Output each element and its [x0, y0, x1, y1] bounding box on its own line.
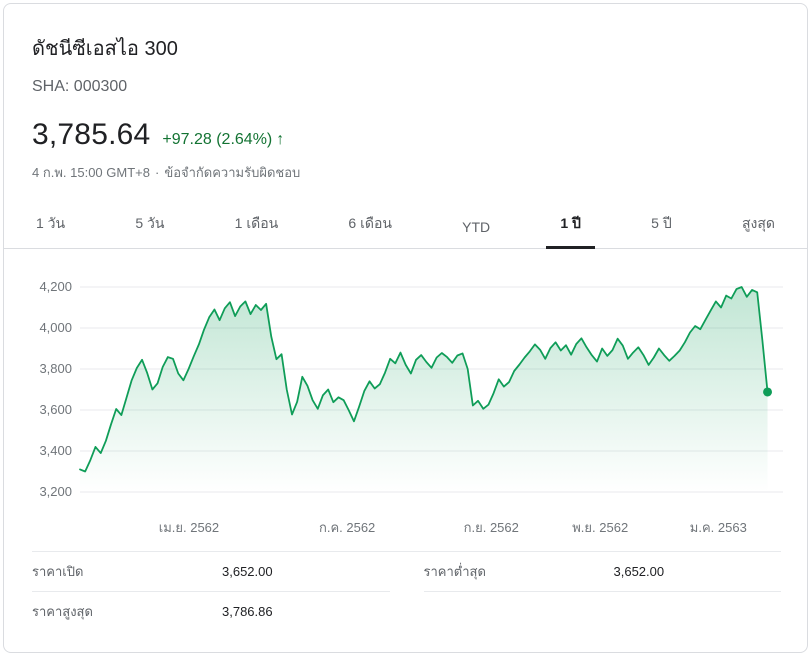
chart-area-fill — [80, 287, 768, 492]
quote-timestamp: 4 ก.พ. 15:00 GMT+8 — [32, 165, 150, 180]
stats-table: ราคาเปิด 3,652.00 ราคาต่ำสุด 3,652.00 ราคาสู… — [32, 551, 781, 631]
chart-line — [79, 286, 769, 473]
y-axis-tick-label: 3,400 — [39, 443, 72, 458]
x-axis-tick-label: เม.ย. 2562 — [158, 520, 220, 535]
stat-label: ราคาเปิด — [32, 564, 84, 579]
time-range-tab[interactable]: 1 เดือน — [234, 215, 279, 231]
current-price-dot — [763, 387, 772, 397]
price-change: +97.28 (2.64%) — [162, 131, 273, 148]
stat-row: ราคาสูงสุด 3,786.86 — [32, 592, 390, 631]
ticker-symbol: SHA: 000300 — [32, 78, 128, 95]
quote-meta: 4 ก.พ. 15:00 GMT+8 · ข้อจำกัดความรับผิดชอบ — [32, 162, 779, 183]
x-axis-tick-label: ม.ค. 2563 — [689, 520, 747, 535]
y-axis-tick-label: 3,800 — [39, 361, 72, 376]
y-axis-tick-label: 4,200 — [39, 279, 72, 294]
x-axis-labels: เม.ย. 2562 ก.ค. 2562 ก.ย. 2562 พ.ย. 2562 ม.ค… — [80, 513, 783, 539]
quote-header: ดัชนีซีเอสไอ 300 SHA: 000300 3,785.64 +9… — [4, 4, 807, 183]
y-axis-tick-label: 3,600 — [39, 402, 72, 417]
time-range-tab[interactable]: 6 เดือน — [348, 215, 392, 231]
y-axis-tick-label: 4,000 — [39, 320, 72, 335]
disclaimer-link[interactable]: ข้อจำกัดความรับผิดชอบ — [164, 165, 301, 180]
stat-value: 3,652.00 — [222, 564, 273, 579]
time-range-tab[interactable]: 5 ปี — [651, 215, 672, 231]
time-range-tab[interactable]: 5 วัน — [135, 215, 165, 231]
time-range-tab[interactable]: YTD — [462, 219, 491, 235]
page-title: ดัชนีซีเอสไอ 300 — [32, 38, 178, 60]
stat-label: ราคาต่ำสุด — [423, 564, 486, 579]
y-axis-labels: 3,200 3,400 3,600 3,800 4,000 4,200 — [32, 269, 72, 509]
stat-row — [424, 592, 782, 631]
y-axis-tick-label: 3,200 — [39, 484, 72, 499]
meta-separator: · — [154, 165, 160, 180]
time-range-tab[interactable]: สูงสุด — [741, 215, 775, 231]
stat-value: 3,786.86 — [222, 604, 273, 619]
x-axis-tick-label: ก.ย. 2562 — [463, 520, 519, 535]
current-price: 3,785.64 — [32, 118, 151, 151]
stat-value: 3,652.00 — [613, 564, 665, 579]
price-chart[interactable]: 3,200 3,400 3,600 3,800 4,000 4,200 — [32, 269, 783, 509]
time-range-tab[interactable]: 1 วัน — [36, 215, 66, 231]
up-arrow-icon: ↑ — [276, 131, 285, 148]
stat-row: ราคาเปิด 3,652.00 — [32, 552, 390, 592]
time-range-tab[interactable]: 1 ปี — [546, 199, 595, 249]
x-axis-tick-label: พ.ย. 2562 — [572, 520, 629, 535]
time-range-tabs: 1 วัน 5 วัน 1 เดือน 6 เดือน YTD 1 ปี 5 ปี สูงสุ… — [4, 199, 807, 249]
price-chart-svg — [79, 286, 783, 493]
stock-quote-card: ดัชนีซีเอสไอ 300 SHA: 000300 3,785.64 +9… — [3, 3, 808, 653]
stat-label: ราคาสูงสุด — [32, 604, 93, 619]
x-axis-tick-label: ก.ค. 2562 — [318, 520, 376, 535]
stat-row: ราคาต่ำสุด 3,652.00 — [423, 552, 781, 592]
price-row: 3,785.64 +97.28 (2.64%) ↑ — [32, 118, 779, 152]
chart-plot[interactable] — [79, 269, 783, 509]
